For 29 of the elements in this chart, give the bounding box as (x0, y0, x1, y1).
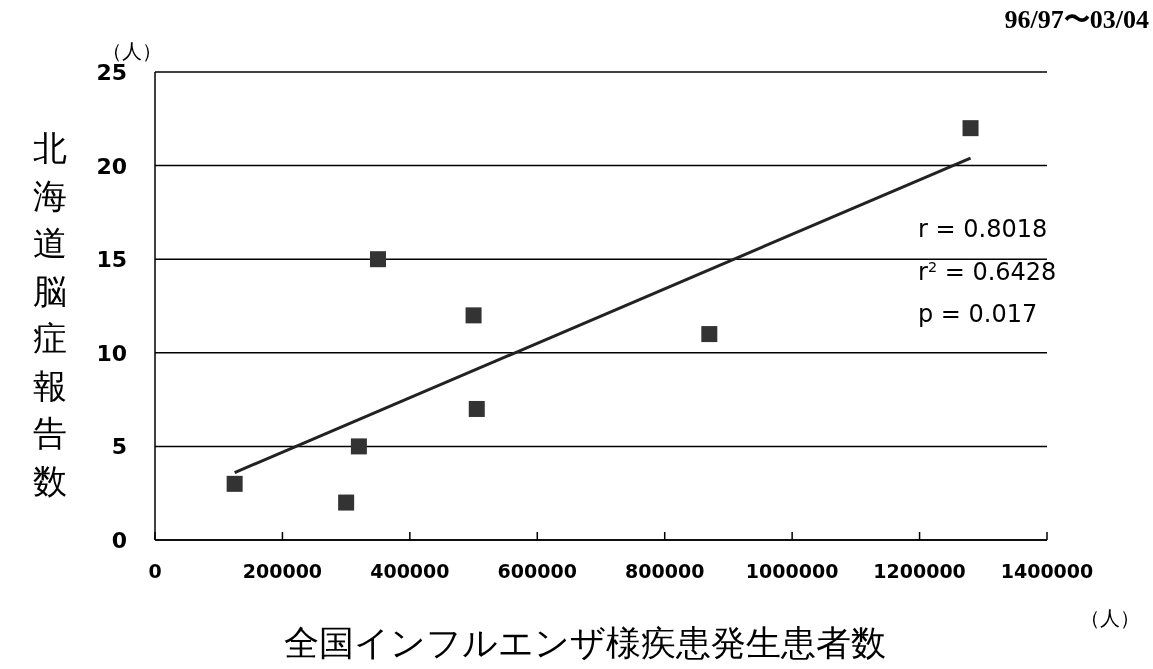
annotation: r = 0.8018 (918, 215, 1048, 243)
annotation: r$^{2}$ = 0.6428 (918, 258, 1057, 286)
x-tick-label: 800000 (625, 560, 705, 582)
chart-title: 96/97〜03/04 (1004, 5, 1149, 34)
point (338, 494, 355, 511)
point (701, 326, 718, 343)
x-tick-label: 200000 (242, 560, 323, 582)
y-tick-label: 5 (111, 434, 127, 460)
point (350, 438, 367, 455)
y-tick-label: 10 (96, 340, 127, 366)
x-tick-label: 0 (148, 560, 162, 582)
y-tick-label: 20 (96, 153, 127, 179)
x-tick-label: 400000 (370, 560, 450, 582)
y-tick-label: 0 (111, 528, 127, 553)
text: （人） (102, 39, 162, 63)
y-tick-label: 15 (96, 247, 127, 273)
point (226, 475, 243, 492)
point (468, 400, 485, 417)
text: （人） (1080, 606, 1140, 630)
x-tick-label: 1200000 (873, 560, 966, 582)
point (465, 307, 482, 324)
annotation: p = 0.017 (918, 300, 1038, 328)
x-axis-title: 全国インフルエンザ様疾患発生患者数 (284, 623, 886, 663)
x-tick-label: 1000000 (745, 560, 839, 582)
ylabel: 北海道脳症報告数 (33, 128, 67, 501)
x-tick-label: 600000 (497, 560, 577, 582)
x-tick-label: 1400000 (1000, 560, 1094, 582)
point (962, 120, 979, 137)
point (370, 251, 386, 268)
